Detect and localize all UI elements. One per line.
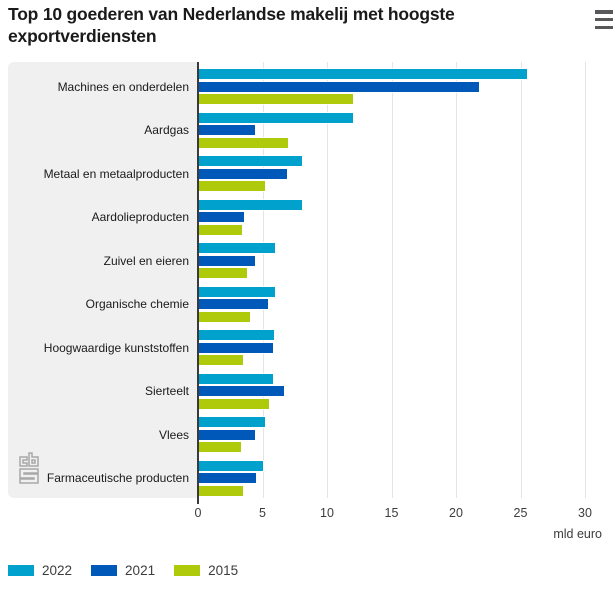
bar-2021[interactable]: [198, 255, 255, 266]
x-tick-label: 0: [194, 506, 202, 520]
hamburger-menu-icon: [595, 17, 613, 22]
legend-swatch-2022: [8, 565, 34, 576]
category-label: Zuivel en eieren: [103, 253, 189, 268]
x-tick-label: 10: [320, 506, 334, 520]
cbs-logo: [19, 452, 39, 484]
bar-2021[interactable]: [198, 429, 255, 440]
x-axis-unit-label: mld euro: [553, 527, 602, 541]
x-tick-label: 15: [384, 506, 399, 520]
legend-label: 2021: [125, 563, 156, 578]
chart-title: Top 10 goederen van Nederlandse makelij …: [8, 4, 455, 47]
bar-2022[interactable]: [198, 417, 266, 427]
gridline: [456, 62, 457, 498]
bar-2015[interactable]: [198, 485, 244, 496]
category-label: Vlees: [158, 427, 189, 442]
legend: 2022 2021 2015: [8, 563, 257, 578]
category-label: Sierteelt: [144, 384, 189, 398]
legend-label: 2015: [208, 563, 239, 578]
gridline: [521, 62, 522, 498]
bar-2015[interactable]: [198, 181, 266, 191]
bar-2015[interactable]: [198, 137, 289, 148]
category-label: Metaal en metaalproducten: [43, 166, 189, 181]
gridline: [327, 62, 328, 498]
category-label: Aardgas: [144, 123, 189, 137]
bar-2015[interactable]: [198, 355, 244, 365]
bar-2015[interactable]: [198, 224, 242, 235]
category-label-gutter: Machines en onderdelen Aardgas Metaal en m…: [8, 62, 198, 498]
plot-area: [198, 62, 608, 498]
bar-2022[interactable]: [198, 330, 275, 340]
bar-2021[interactable]: [198, 299, 268, 309]
bar-2022[interactable]: [198, 243, 276, 253]
gridline: [263, 62, 264, 498]
bar-2021[interactable]: [198, 212, 245, 222]
bar-2022[interactable]: [198, 373, 273, 384]
category-label: Farmaceutische producten: [46, 471, 189, 485]
bar-2022[interactable]: [198, 156, 303, 166]
gridline: [585, 62, 586, 498]
x-tick-label: 20: [449, 506, 463, 520]
legend-label: 2022: [42, 563, 73, 578]
bar-2021[interactable]: [198, 125, 255, 135]
y-axis-line: [197, 62, 199, 504]
x-tick-label: 30: [578, 506, 592, 520]
category-label: Aardolieproducten: [91, 210, 189, 224]
gridline: [392, 62, 393, 498]
category-label: Machines en onderdelen: [57, 79, 189, 94]
hamburger-menu-icon: [595, 25, 613, 29]
bar-2022[interactable]: [198, 286, 276, 297]
bar-2022[interactable]: [198, 460, 263, 471]
bar-2015[interactable]: [198, 94, 353, 104]
bar-2015[interactable]: [198, 311, 250, 322]
bar-2021[interactable]: [198, 342, 273, 353]
bar-2021[interactable]: [198, 386, 285, 396]
x-tick-label: 5: [259, 506, 266, 520]
bar-2021[interactable]: [198, 473, 257, 483]
legend-item-2015[interactable]: 2015: [174, 563, 238, 578]
legend-item-2022[interactable]: 2022: [8, 563, 72, 578]
bar-2022[interactable]: [198, 199, 303, 210]
legend-swatch-2015: [174, 565, 201, 576]
bar-2021[interactable]: [198, 168, 287, 179]
bar-2021[interactable]: [198, 81, 480, 92]
x-tick-label: 25: [513, 506, 528, 520]
bar-2022[interactable]: [198, 69, 527, 79]
legend-item-2021[interactable]: 2021: [91, 563, 155, 578]
bar-2015[interactable]: [198, 442, 241, 452]
legend-swatch-2021: [91, 565, 118, 576]
bar-2015[interactable]: [198, 268, 248, 278]
category-label: Hoogwaardige kunststoffen: [43, 340, 189, 355]
bar-2015[interactable]: [198, 398, 269, 409]
category-label: Organische chemie: [85, 297, 189, 311]
bar-2022[interactable]: [198, 112, 353, 123]
hamburger-menu-icon: [595, 10, 613, 14]
menu-button[interactable]: [595, 10, 613, 29]
